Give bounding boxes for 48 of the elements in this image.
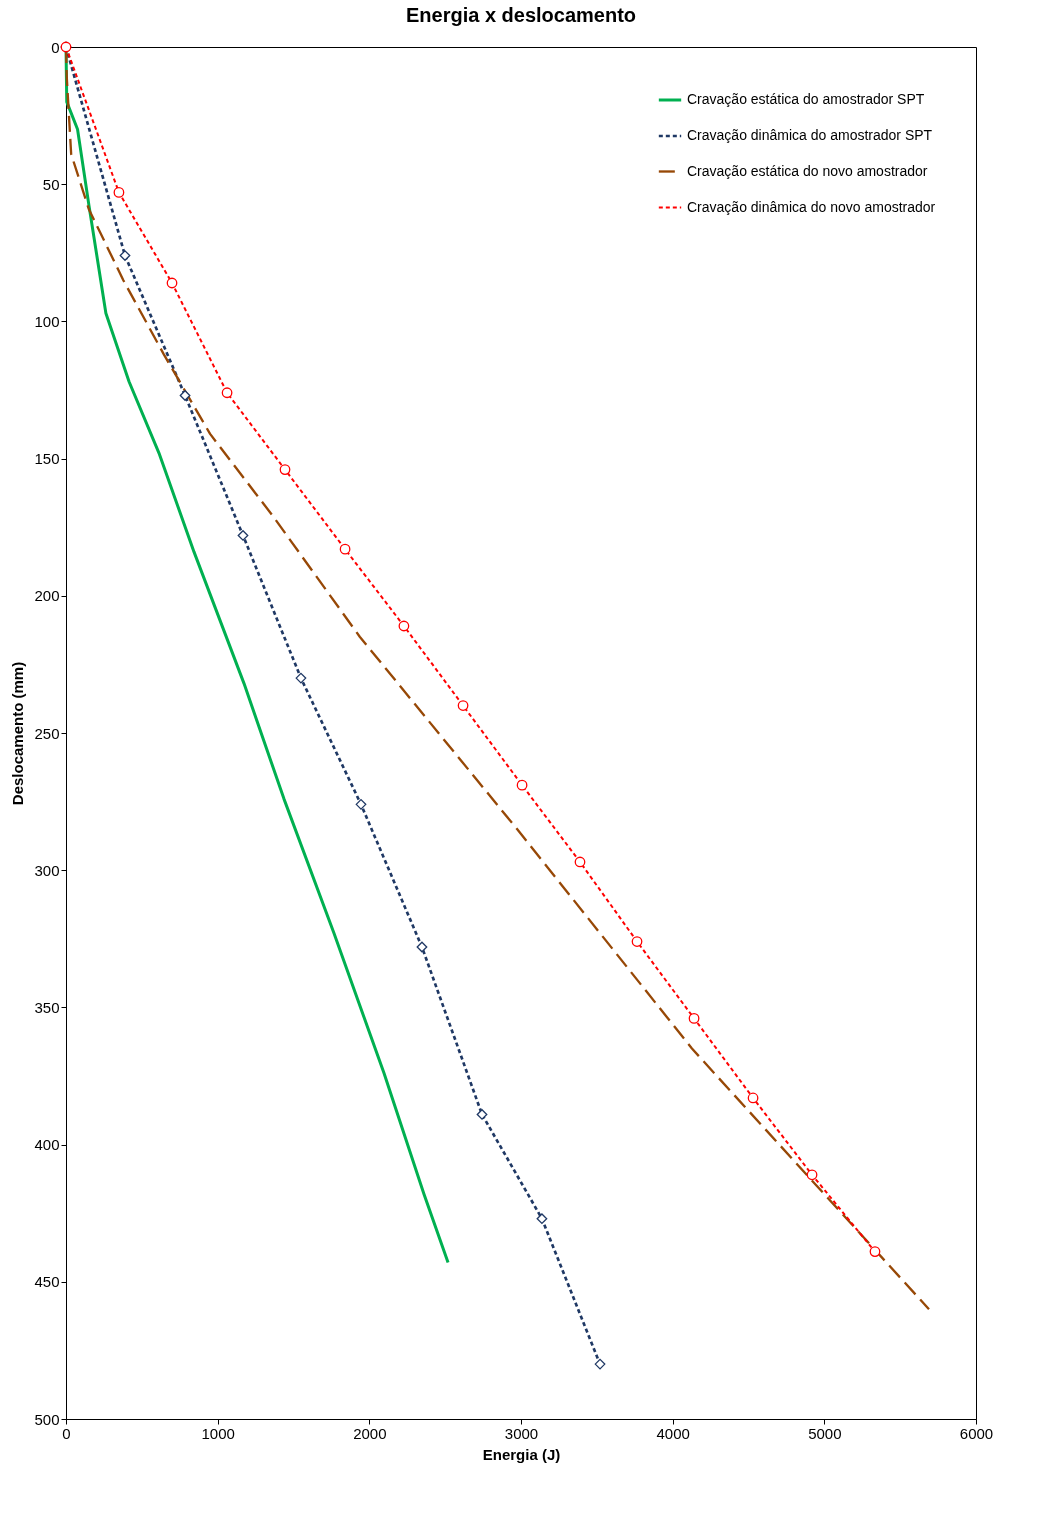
point — [747, 1092, 759, 1104]
point — [416, 941, 428, 953]
point — [457, 700, 469, 711]
x-tick-label: 2000 — [353, 1424, 387, 1442]
point — [295, 672, 307, 684]
x-tick-label: 6000 — [959, 1424, 994, 1442]
point — [476, 1109, 488, 1120]
point — [113, 187, 125, 198]
y-tick-label: 500 — [34, 1410, 60, 1428]
y-tick-label: 0 — [51, 38, 60, 56]
x-axis-title: Energia (J) — [482, 1445, 561, 1463]
point — [237, 530, 249, 541]
point — [594, 1358, 606, 1370]
point — [398, 620, 410, 632]
legend-label: Cravação estática do amostrador SPT — [687, 91, 925, 107]
point — [688, 1012, 700, 1024]
y-tick-label: 450 — [34, 1273, 60, 1291]
y-tick-label: 350 — [34, 998, 60, 1016]
y-tick-label: 300 — [34, 861, 60, 879]
point — [221, 387, 233, 399]
legend-label: Cravação dinâmica do amostrador SPT — [687, 127, 933, 143]
x-tick-label: 4000 — [656, 1424, 690, 1442]
point — [279, 464, 291, 475]
point — [631, 936, 643, 947]
y-tick-label: 100 — [34, 312, 60, 330]
point — [166, 277, 178, 289]
y-tick-label: 50 — [42, 175, 60, 193]
point — [574, 856, 586, 868]
x-tick-label: 1000 — [201, 1424, 235, 1442]
y-tick-label: 250 — [34, 724, 60, 742]
point — [119, 250, 131, 261]
chart-title: Energia x deslocamento — [405, 3, 637, 26]
point — [869, 1246, 881, 1257]
y-axis-title: Deslocamento (mm) — [9, 661, 27, 806]
point — [516, 779, 528, 791]
y-tick-label: 150 — [34, 450, 60, 468]
point — [179, 390, 191, 401]
point — [355, 798, 367, 810]
x-tick-label: 0 — [62, 1424, 71, 1442]
y-tick-label: 200 — [34, 587, 60, 605]
point — [339, 543, 351, 555]
point — [806, 1169, 818, 1181]
point — [536, 1213, 548, 1225]
y-tick-label: 400 — [34, 1136, 60, 1154]
legend-label: Cravação dinâmica do novo amostrador — [687, 198, 936, 215]
x-tick-label: 5000 — [808, 1424, 842, 1442]
legend-label: Cravação estática do novo amostrador — [687, 162, 928, 179]
x-tick-label: 3000 — [504, 1424, 539, 1442]
